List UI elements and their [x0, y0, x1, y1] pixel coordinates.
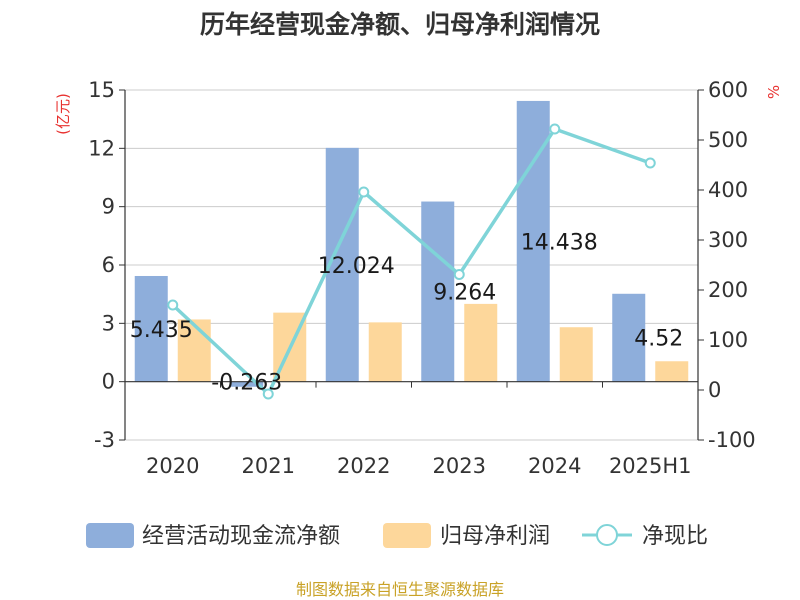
right-tick-label: 400: [708, 178, 748, 202]
net-cash-ratio-point: [453, 269, 465, 280]
right-axis-unit: %: [765, 85, 783, 99]
left-tick-label: 9: [102, 195, 115, 219]
x-tick-label: 2021: [242, 454, 295, 478]
legend-swatch-marker: [596, 524, 618, 546]
x-tick-label: 2020: [146, 454, 199, 478]
legend-swatch-net-profit: [383, 523, 431, 548]
cashflow-data-label: 5.435: [130, 318, 193, 343]
data-labels: 5.435 -0.263 12.024 9.264 14.438 4.52: [130, 230, 683, 395]
left-tick-label: 0: [102, 370, 115, 394]
left-tick-label: 6: [102, 253, 115, 277]
left-tick-label: 15: [88, 78, 115, 102]
x-tick-label: 2022: [337, 454, 390, 478]
x-tick-label: 2023: [433, 454, 486, 478]
net-cash-ratio-point: [549, 123, 561, 135]
line-series-group: [167, 123, 656, 400]
legend: 经营活动现金流净额 归母净利润 净现比: [86, 523, 708, 549]
net-cash-ratio-point: [644, 157, 656, 169]
source-note: 制图数据来自恒生聚源数据库: [296, 580, 504, 599]
right-tick-label: 0: [708, 378, 721, 402]
right-tick-label: 100: [708, 328, 748, 352]
net-profit-bar: [559, 327, 593, 382]
chart-title: 历年经营现金净额、归母净利润情况: [200, 10, 600, 39]
net-cash-ratio-point: [358, 186, 370, 198]
axes: -3 0 3 6 9 12 15 -100 0 100 200 300 400 500 600 2020 202…: [88, 78, 755, 478]
net-profit-bar: [177, 319, 211, 382]
left-tick-label: 3: [102, 311, 115, 335]
net-cash-ratio-point: [262, 388, 274, 400]
cashflow-data-label: -0.263: [211, 371, 282, 396]
legend-label-cashflow: 经营活动现金流净额: [142, 524, 340, 549]
cashflow-data-label: 9.264: [433, 281, 496, 306]
bar-series-group: [134, 100, 689, 387]
cashflow-data-label: 12.024: [318, 254, 395, 279]
right-tick-label: 200: [708, 278, 748, 302]
cashflow-bar: [230, 381, 264, 387]
right-tick-label: 600: [708, 78, 748, 102]
net-cash-ratio-point: [167, 299, 179, 311]
net-profit-bar: [464, 303, 498, 382]
gridlines: [125, 89, 698, 441]
right-tick-label: 300: [708, 228, 748, 252]
x-tick-label: 2025H1: [609, 454, 692, 478]
net-profit-bar: [655, 361, 689, 382]
cashflow-data-label: 14.438: [521, 230, 598, 255]
net-profit-bar: [368, 322, 402, 382]
legend-swatch-cashflow: [86, 523, 134, 548]
cashflow-data-label: 4.52: [634, 327, 683, 352]
left-tick-label: 12: [88, 136, 115, 160]
legend-label-net-profit: 归母净利润: [440, 524, 550, 549]
cashflow-bar: [134, 275, 168, 382]
legend-label-net-cash-ratio: 净现比: [642, 524, 708, 549]
x-tick-label: 2024: [528, 454, 581, 478]
left-tick-label: -3: [94, 428, 115, 452]
right-tick-label: 500: [708, 128, 748, 152]
net-cash-ratio-line: [171, 127, 651, 396]
right-tick-label: -100: [708, 428, 756, 452]
cashflow-bar: [612, 293, 646, 382]
cashflow-bar: [421, 201, 455, 382]
left-axis-unit: (亿元): [54, 93, 72, 135]
